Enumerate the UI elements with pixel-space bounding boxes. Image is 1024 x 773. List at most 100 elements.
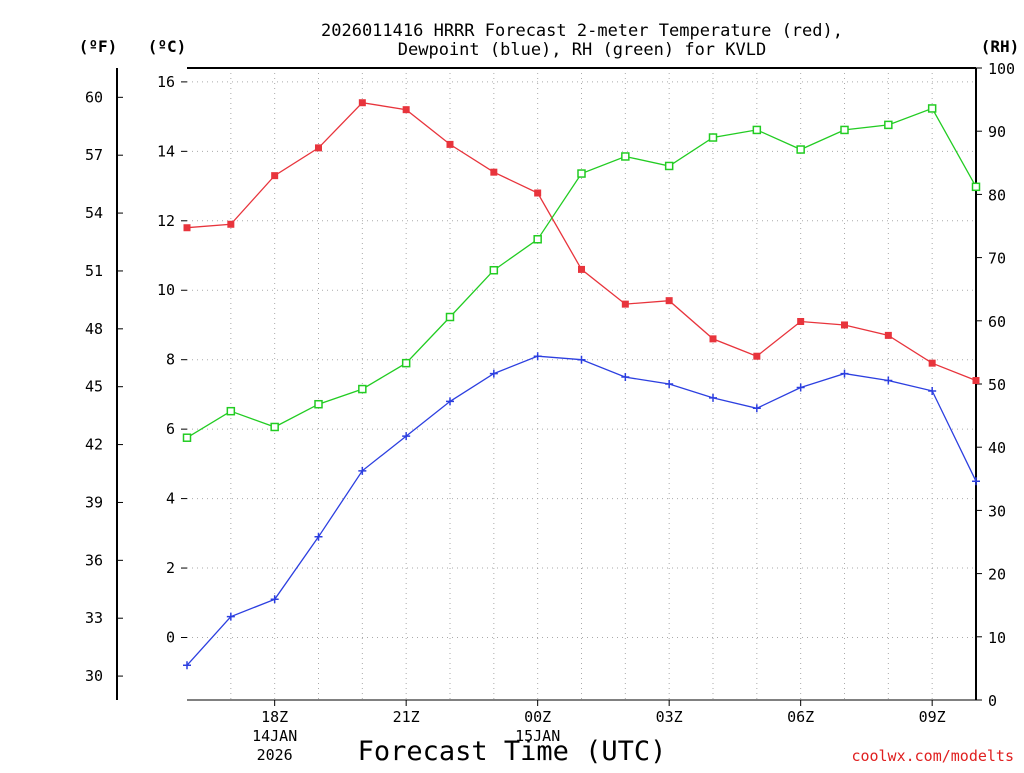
rh-tick-label: 40 bbox=[988, 439, 1006, 457]
dewpoint-marker bbox=[840, 369, 849, 378]
temperature-marker bbox=[271, 172, 279, 180]
rh-tick-label: 100 bbox=[988, 60, 1015, 78]
temperature-marker bbox=[709, 335, 717, 343]
rh-marker bbox=[971, 182, 981, 192]
dewpoint-marker bbox=[884, 376, 893, 385]
temperature-marker bbox=[490, 168, 498, 176]
fahrenheit-tick-label: 51 bbox=[85, 262, 103, 280]
chart-title-line-2: Dewpoint (blue), RH (green) for KVLD bbox=[398, 40, 766, 60]
dewpoint-marker bbox=[928, 386, 937, 395]
celsius-tick-label: 6 bbox=[166, 420, 175, 438]
fahrenheit-tick-label: 30 bbox=[85, 667, 103, 685]
temperature-marker bbox=[578, 265, 585, 273]
temperature-marker bbox=[797, 317, 805, 325]
fahrenheit-tick-label: 45 bbox=[85, 378, 103, 396]
temperature-marker bbox=[446, 140, 454, 148]
dewpoint-marker bbox=[270, 595, 279, 604]
x-axis-title: Forecast Time (UTC) bbox=[358, 736, 667, 767]
rh-unit-label: (RH) bbox=[981, 37, 1020, 56]
rh-marker bbox=[401, 358, 411, 368]
temperature-marker bbox=[753, 352, 761, 360]
rh-marker bbox=[533, 235, 542, 244]
rh-marker bbox=[489, 265, 499, 275]
dewpoint-marker bbox=[752, 404, 761, 413]
dewpoint-marker bbox=[402, 432, 411, 441]
celsius-tick-label: 14 bbox=[157, 142, 175, 160]
temperature-marker bbox=[665, 297, 673, 305]
rh-tick-label: 20 bbox=[988, 566, 1006, 584]
dewpoint-marker bbox=[226, 612, 235, 621]
temperature-marker bbox=[928, 359, 936, 367]
rh-tick-label: 0 bbox=[988, 692, 997, 710]
rh-marker bbox=[796, 145, 805, 154]
x-tick-label: 03Z bbox=[656, 708, 683, 726]
rh-marker bbox=[445, 312, 455, 322]
temperature-marker bbox=[841, 321, 848, 329]
dewpoint-marker bbox=[358, 466, 367, 475]
fahrenheit-unit-label: (ºF) bbox=[79, 37, 118, 56]
dewpoint-marker bbox=[314, 532, 323, 541]
rh-marker bbox=[226, 406, 236, 416]
dewpoint-marker bbox=[621, 373, 630, 382]
x-tick-date-label: 15JAN bbox=[515, 727, 560, 745]
temperature-marker bbox=[972, 377, 980, 385]
rh-tick-label: 80 bbox=[988, 186, 1006, 204]
celsius-tick-label: 0 bbox=[166, 628, 175, 646]
dewpoint-marker bbox=[972, 477, 980, 486]
rh-marker bbox=[708, 133, 718, 142]
rh-marker bbox=[314, 399, 323, 409]
dewpoint-marker bbox=[665, 380, 674, 388]
celsius-tick-label: 12 bbox=[157, 212, 175, 230]
dewpoint-marker bbox=[183, 661, 191, 670]
fahrenheit-tick-label: 54 bbox=[85, 204, 103, 222]
x-tick-label: 00Z bbox=[524, 708, 551, 726]
celsius-tick-label: 2 bbox=[166, 559, 175, 577]
rh-tick-label: 50 bbox=[988, 376, 1006, 394]
rh-marker bbox=[927, 104, 937, 113]
x-tick-label: 21Z bbox=[393, 708, 420, 726]
celsius-tick-label: 16 bbox=[157, 73, 175, 91]
temperature-marker bbox=[621, 300, 629, 308]
temperature-marker bbox=[534, 189, 542, 197]
rh-marker bbox=[840, 125, 849, 135]
rh-marker bbox=[752, 125, 762, 135]
celsius-unit-label: (ºC) bbox=[148, 37, 187, 56]
rh-tick-label: 10 bbox=[988, 629, 1006, 647]
dewpoint-marker bbox=[489, 369, 498, 378]
rh-tick-label: 90 bbox=[988, 123, 1006, 141]
x-tick-label: 18Z bbox=[261, 708, 288, 726]
fahrenheit-tick-label: 39 bbox=[85, 493, 103, 511]
credit-link[interactable]: coolwx.com/modelts bbox=[851, 747, 1014, 765]
dewpoint-marker bbox=[533, 352, 542, 361]
temperature-marker bbox=[183, 224, 191, 232]
chart-title-line-1: 2026011416 HRRR Forecast 2-meter Tempera… bbox=[321, 21, 843, 41]
dewpoint-marker bbox=[446, 397, 454, 406]
dewpoint-marker bbox=[709, 393, 717, 402]
data-series bbox=[182, 99, 981, 670]
axes: 30 33 36 39 42 45 48 51 54 57 60 0 2 4 6 8 10 12 14 16 0 10 20… bbox=[85, 60, 1015, 764]
grid-lines bbox=[187, 68, 976, 700]
rh-marker bbox=[664, 161, 674, 171]
rh-marker bbox=[358, 384, 367, 394]
celsius-tick-label: 4 bbox=[166, 490, 175, 508]
fahrenheit-tick-label: 33 bbox=[85, 609, 103, 627]
dewpoint-marker bbox=[796, 383, 805, 392]
x-tick-date-label: 2026 bbox=[257, 746, 293, 764]
fahrenheit-tick-label: 36 bbox=[85, 551, 103, 569]
temperature-marker bbox=[884, 331, 892, 339]
x-tick-date-label: 14JAN bbox=[252, 727, 297, 745]
rh-marker bbox=[182, 433, 192, 442]
rh-tick-label: 70 bbox=[988, 250, 1006, 268]
rh-marker bbox=[577, 169, 586, 178]
temperature-marker bbox=[402, 106, 410, 114]
celsius-tick-label: 8 bbox=[166, 351, 175, 369]
fahrenheit-tick-label: 57 bbox=[85, 146, 103, 164]
rh-tick-label: 30 bbox=[988, 502, 1006, 520]
fahrenheit-tick-label: 48 bbox=[85, 320, 103, 338]
celsius-tick-label: 10 bbox=[157, 281, 175, 299]
rh-tick-label: 60 bbox=[988, 313, 1006, 331]
x-tick-label: 06Z bbox=[787, 708, 814, 726]
x-tick-label: 09Z bbox=[919, 708, 946, 726]
dewpoint-marker bbox=[577, 355, 586, 364]
